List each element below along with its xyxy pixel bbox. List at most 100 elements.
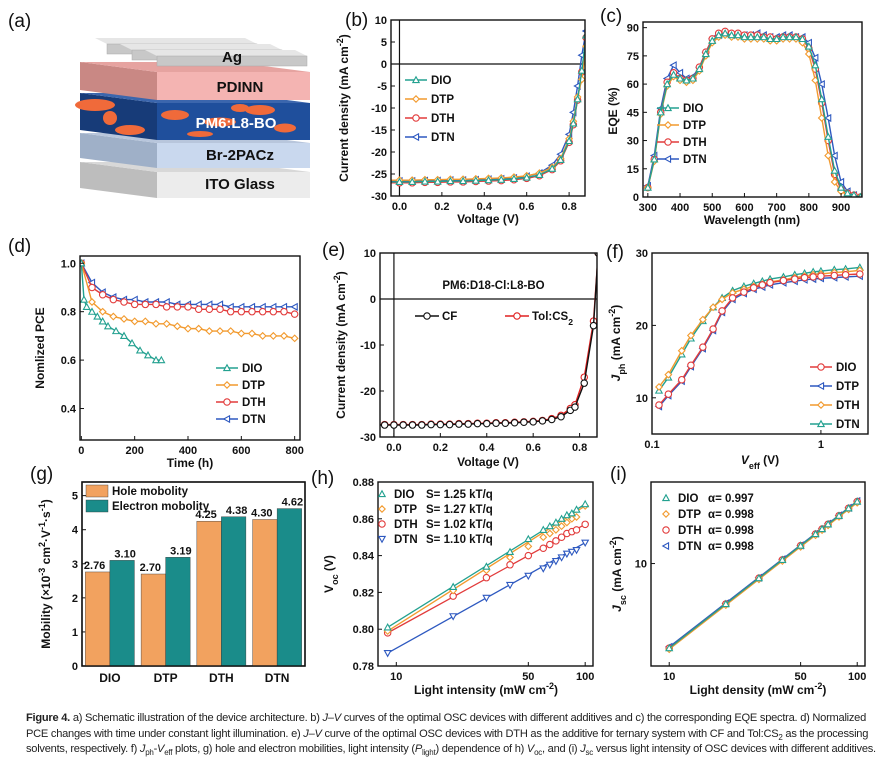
series-DIO <box>655 270 864 409</box>
y-tick-label: 90 <box>627 23 639 35</box>
data-point <box>545 529 554 538</box>
legend-label: CF <box>442 311 457 323</box>
data-point <box>205 327 214 336</box>
x-tick-label: 50 <box>794 671 806 683</box>
data-point <box>222 414 231 424</box>
data-point <box>119 331 129 340</box>
data-point <box>675 68 684 77</box>
data-point <box>688 74 698 82</box>
data-point <box>817 401 825 409</box>
data-point <box>709 325 717 333</box>
data-point <box>720 28 730 37</box>
data-point <box>580 379 588 387</box>
legend-label: DTH <box>836 400 860 412</box>
data-point <box>556 155 565 164</box>
data-point <box>497 175 506 183</box>
data-point <box>650 155 659 163</box>
x-axis-label: Time (h) <box>167 456 213 470</box>
panel-d: (d) 0 200 400 600 800 0.4 0.6 0.8 1.0 Time (h) Noml… <box>8 236 304 470</box>
data-point <box>162 319 171 328</box>
data-point <box>548 164 557 172</box>
data-point <box>93 312 102 320</box>
data-point <box>418 421 426 429</box>
x-tick-label: 900 <box>832 202 850 214</box>
layer-label: Ag <box>222 49 242 66</box>
y-tick-label: 0 <box>633 192 639 204</box>
caption-segment: eff <box>164 748 173 758</box>
data-point <box>557 533 566 541</box>
x-tick-label: 800 <box>800 202 818 214</box>
data-point <box>772 34 781 43</box>
data-point <box>547 415 556 424</box>
panel-c: (c) 300 400 500 600 700 800 900 0 15 30 45 60 75 90 Wav… <box>600 6 863 227</box>
category-label: DTN <box>265 671 290 685</box>
legend-label: DTH <box>678 525 702 537</box>
y-tick-label: 0.84 <box>353 551 375 563</box>
data-point <box>520 418 528 427</box>
bar-value-label: 3.19 <box>170 545 191 557</box>
caption-segment: curves of the optimal OSC devices with d… <box>26 712 867 740</box>
data-point <box>377 535 387 544</box>
caption-segment: V <box>526 743 535 756</box>
data-point <box>513 312 521 320</box>
y-tick-label: -5 <box>377 81 387 93</box>
y-axis-label: Current density (mA cm-2) <box>332 271 348 419</box>
panel-g: (g) 0 1 2 3 4 5 Mobility (×10-3 cm2·V-1·s-1) DIO… <box>30 464 306 685</box>
data-point <box>810 53 819 62</box>
data-point <box>458 176 468 185</box>
data-point <box>677 346 686 355</box>
panel-letter: (g) <box>30 464 53 485</box>
data-point <box>372 421 378 427</box>
data-point <box>395 177 404 186</box>
data-point <box>572 526 581 534</box>
data-point <box>664 138 672 146</box>
data-point <box>567 548 576 557</box>
data-point <box>557 413 565 421</box>
caption-segment: - <box>153 743 158 756</box>
data-point <box>551 518 561 526</box>
y-tick-label: 15 <box>627 164 639 176</box>
data-point <box>524 572 533 581</box>
x-tick-label: 50 <box>522 671 534 683</box>
y-tick-label: -30 <box>371 191 387 203</box>
data-point <box>184 303 192 311</box>
data-point <box>529 418 537 426</box>
y-axis-label: Mobility (×10-3 cm2·V-1·s-1) <box>37 499 53 648</box>
panel-b: (b) 0.0 0.2 0.4 0.6 0.8 -30 -25 -20 -15 -10 -5 0 5 10 V… <box>335 10 586 226</box>
plot-area <box>80 258 299 364</box>
series-line <box>647 32 861 197</box>
data-point <box>237 307 246 316</box>
data-point <box>665 643 674 652</box>
data-point <box>390 421 398 429</box>
y-tick-label: 0.80 <box>353 624 374 636</box>
x-tick-label: 0.4 <box>479 442 495 454</box>
x-tick-label: 500 <box>703 202 721 214</box>
data-point <box>759 32 768 41</box>
x-tick-label: 800 <box>285 445 303 457</box>
x-axis-label: Voltage (V) <box>457 455 519 469</box>
plot-frame <box>642 21 863 198</box>
phase-domain <box>231 104 249 112</box>
y-tick-label: 2 <box>72 593 78 605</box>
y-tick-label: 5 <box>72 491 78 503</box>
bar-value-label: 2.70 <box>140 562 161 574</box>
plot-area <box>654 263 864 411</box>
panel-letter: (d) <box>8 236 31 257</box>
caption-segment: as the processing solvents, respectively… <box>26 727 869 756</box>
series-DTH <box>383 520 589 637</box>
data-point <box>280 307 288 316</box>
category-label: DIO <box>99 671 120 685</box>
data-point <box>88 283 96 292</box>
data-point <box>545 521 554 530</box>
data-point <box>449 582 458 590</box>
x-tick-label: 0.2 <box>434 201 449 213</box>
y-tick-label: 30 <box>636 248 648 260</box>
caption-segment: a) Schematic illustration of the device … <box>69 712 323 724</box>
data-point <box>790 275 799 283</box>
y-tick-label: 45 <box>627 107 639 119</box>
data-point <box>184 324 192 333</box>
x-tick-label: 1 <box>818 439 824 451</box>
data-point <box>836 183 846 191</box>
data-point <box>377 489 387 498</box>
data-point <box>151 355 161 364</box>
